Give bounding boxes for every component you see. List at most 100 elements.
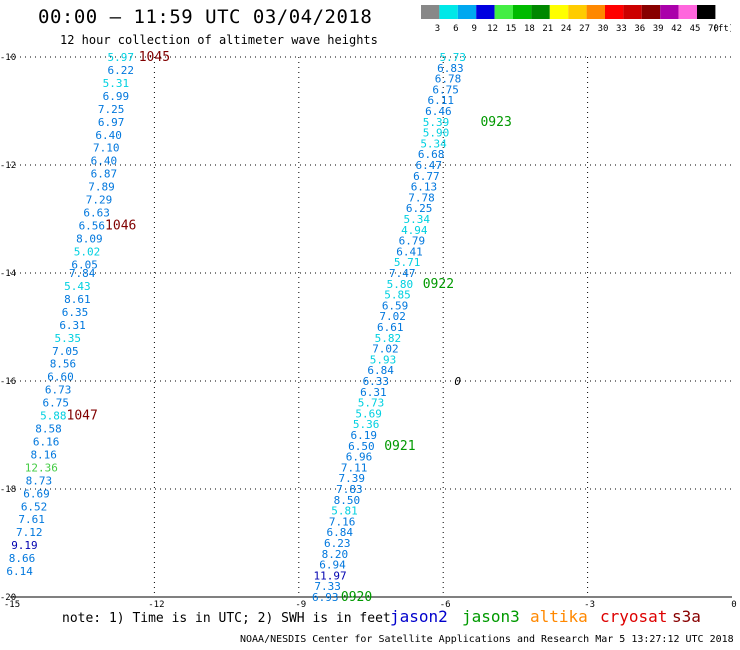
y-tick-label: -18 bbox=[0, 485, 16, 495]
wave-height-value: 7.02 bbox=[379, 310, 406, 323]
wave-height-value: 6.96 bbox=[346, 451, 373, 464]
colorbar-swatch bbox=[641, 5, 661, 19]
legend-altika: altika bbox=[530, 607, 588, 626]
colorbar-tick-label: 24 bbox=[561, 24, 572, 34]
wave-height-value: 6.33 bbox=[363, 375, 390, 388]
colorbar-swatch bbox=[476, 5, 495, 19]
pass-time-label: 0921 bbox=[384, 439, 415, 454]
wave-height-value: 6.50 bbox=[348, 440, 375, 453]
wave-height-value: 6.78 bbox=[435, 73, 462, 86]
track-marker: 0 bbox=[454, 375, 461, 388]
colorbar-tick-label: 70 bbox=[708, 24, 719, 34]
wave-height-value: 6.75 bbox=[432, 83, 459, 96]
wave-height-value: 7.47 bbox=[389, 267, 416, 280]
colorbar-swatch bbox=[457, 5, 477, 19]
wave-height-value: 6.75 bbox=[42, 397, 69, 410]
colorbar-swatch bbox=[660, 5, 679, 19]
pass-time-label: 0920 bbox=[341, 590, 372, 605]
wave-height-value: 7.33 bbox=[314, 580, 341, 593]
x-tick-label: -12 bbox=[148, 600, 164, 610]
colorbar-swatch bbox=[494, 5, 513, 19]
wave-height-value: 7.89 bbox=[88, 181, 115, 194]
wave-height-value: 6.73 bbox=[45, 384, 72, 397]
wave-height-value: 5.97 bbox=[107, 51, 134, 64]
wave-height-value: 6.97 bbox=[98, 116, 125, 129]
wave-height-value: 6.16 bbox=[33, 435, 60, 448]
wave-height-value: 8.09 bbox=[76, 232, 103, 245]
x-tick-label: -3 bbox=[584, 600, 595, 610]
wave-height-value: 6.84 bbox=[367, 364, 394, 377]
colorbar-swatch bbox=[549, 5, 569, 19]
colorbar-swatch bbox=[678, 5, 697, 19]
wave-height-value: 5.85 bbox=[384, 289, 411, 302]
wave-height-value: 5.73 bbox=[358, 397, 385, 410]
colorbar-swatch bbox=[697, 5, 716, 19]
wave-height-value: 8.58 bbox=[35, 423, 62, 436]
wave-height-value: 6.22 bbox=[107, 64, 134, 77]
legend-cryosat: cryosat bbox=[600, 607, 668, 626]
pass-time-label: 1047 bbox=[67, 409, 98, 424]
colorbar-swatch bbox=[605, 5, 624, 19]
wave-height-value: 6.14 bbox=[6, 565, 33, 578]
wave-height-value: 5.31 bbox=[103, 77, 130, 90]
colorbar-swatch bbox=[439, 5, 458, 19]
wave-height-value: 6.68 bbox=[418, 148, 445, 161]
wave-height-value: 5.36 bbox=[353, 418, 380, 431]
wave-height-value: 5.34 bbox=[403, 213, 430, 226]
wave-height-value: 4.94 bbox=[401, 224, 428, 237]
legend-jason2: jason2 bbox=[390, 607, 448, 626]
colorbar-swatch bbox=[513, 5, 532, 19]
wave-height-value: 8.61 bbox=[64, 293, 91, 306]
wave-height-value: 5.71 bbox=[394, 256, 421, 269]
colorbar-tick-label: 42 bbox=[671, 24, 682, 34]
wave-height-value: 5.69 bbox=[355, 407, 382, 420]
wave-height-value: 6.52 bbox=[21, 500, 48, 513]
wave-height-value: 6.63 bbox=[83, 207, 110, 220]
wave-height-value: 6.84 bbox=[326, 526, 353, 539]
colorbar-tick-label: 9 bbox=[471, 24, 476, 34]
colorbar-tick-label: 3 bbox=[435, 24, 440, 34]
x-tick-label: -15 bbox=[4, 600, 20, 610]
wave-height-value: 7.16 bbox=[329, 515, 356, 528]
colorbar-tick-label: 12 bbox=[487, 24, 498, 34]
wave-height-value: 8.66 bbox=[9, 552, 36, 565]
footer-note: note: 1) Time is in UTC; 2) SWH is in fe… bbox=[62, 611, 391, 626]
wave-height-value: 12.36 bbox=[25, 461, 58, 474]
wave-height-value: 7.10 bbox=[93, 142, 120, 155]
wave-height-value: 7.61 bbox=[18, 513, 45, 526]
colorbar-tick-label: 45 bbox=[690, 24, 701, 34]
wave-height-value: 11.97 bbox=[314, 569, 347, 582]
x-tick-label: -6 bbox=[440, 600, 451, 610]
wave-height-value: 5.35 bbox=[55, 332, 82, 345]
wave-height-value: 6.47 bbox=[416, 159, 443, 172]
legend-jason3: jason3 bbox=[462, 607, 520, 626]
wave-height-value: 6.77 bbox=[413, 170, 440, 183]
x-tick-label: -9 bbox=[295, 600, 306, 610]
y-tick-label: -14 bbox=[0, 269, 16, 279]
wave-height-value: 6.79 bbox=[399, 235, 426, 248]
wave-height-value: 6.59 bbox=[382, 299, 409, 312]
wave-height-value: 6.19 bbox=[351, 429, 378, 442]
colorbar-swatch bbox=[623, 5, 642, 19]
footer-credit: NOAA/NESDIS Center for Satellite Applica… bbox=[240, 634, 734, 645]
colorbar-tick-label: 6 bbox=[453, 24, 458, 34]
page-subtitle: 12 hour collection of altimeter wave hei… bbox=[60, 33, 378, 47]
wave-height-value: 7.11 bbox=[341, 461, 368, 474]
wave-height-value: 6.11 bbox=[428, 94, 455, 107]
wave-height-value: 5.43 bbox=[64, 280, 91, 293]
wave-height-value: 7.84 bbox=[69, 267, 96, 280]
wave-height-value: 6.40 bbox=[91, 155, 118, 168]
wave-height-value: 6.56 bbox=[79, 219, 106, 232]
colorbar-tick-label: 30 bbox=[598, 24, 609, 34]
wave-height-value: 6.40 bbox=[95, 129, 122, 142]
y-tick-label: -16 bbox=[0, 377, 16, 387]
wave-height-value: 7.29 bbox=[86, 194, 113, 207]
wave-height-value: 6.87 bbox=[91, 168, 118, 181]
wave-height-value: 7.05 bbox=[52, 345, 79, 358]
wave-height-value: 6.25 bbox=[406, 202, 433, 215]
pass-time-label: 1045 bbox=[139, 50, 170, 65]
pass-time-label: 1046 bbox=[105, 218, 136, 233]
wave-height-value: 5.93 bbox=[370, 353, 397, 366]
